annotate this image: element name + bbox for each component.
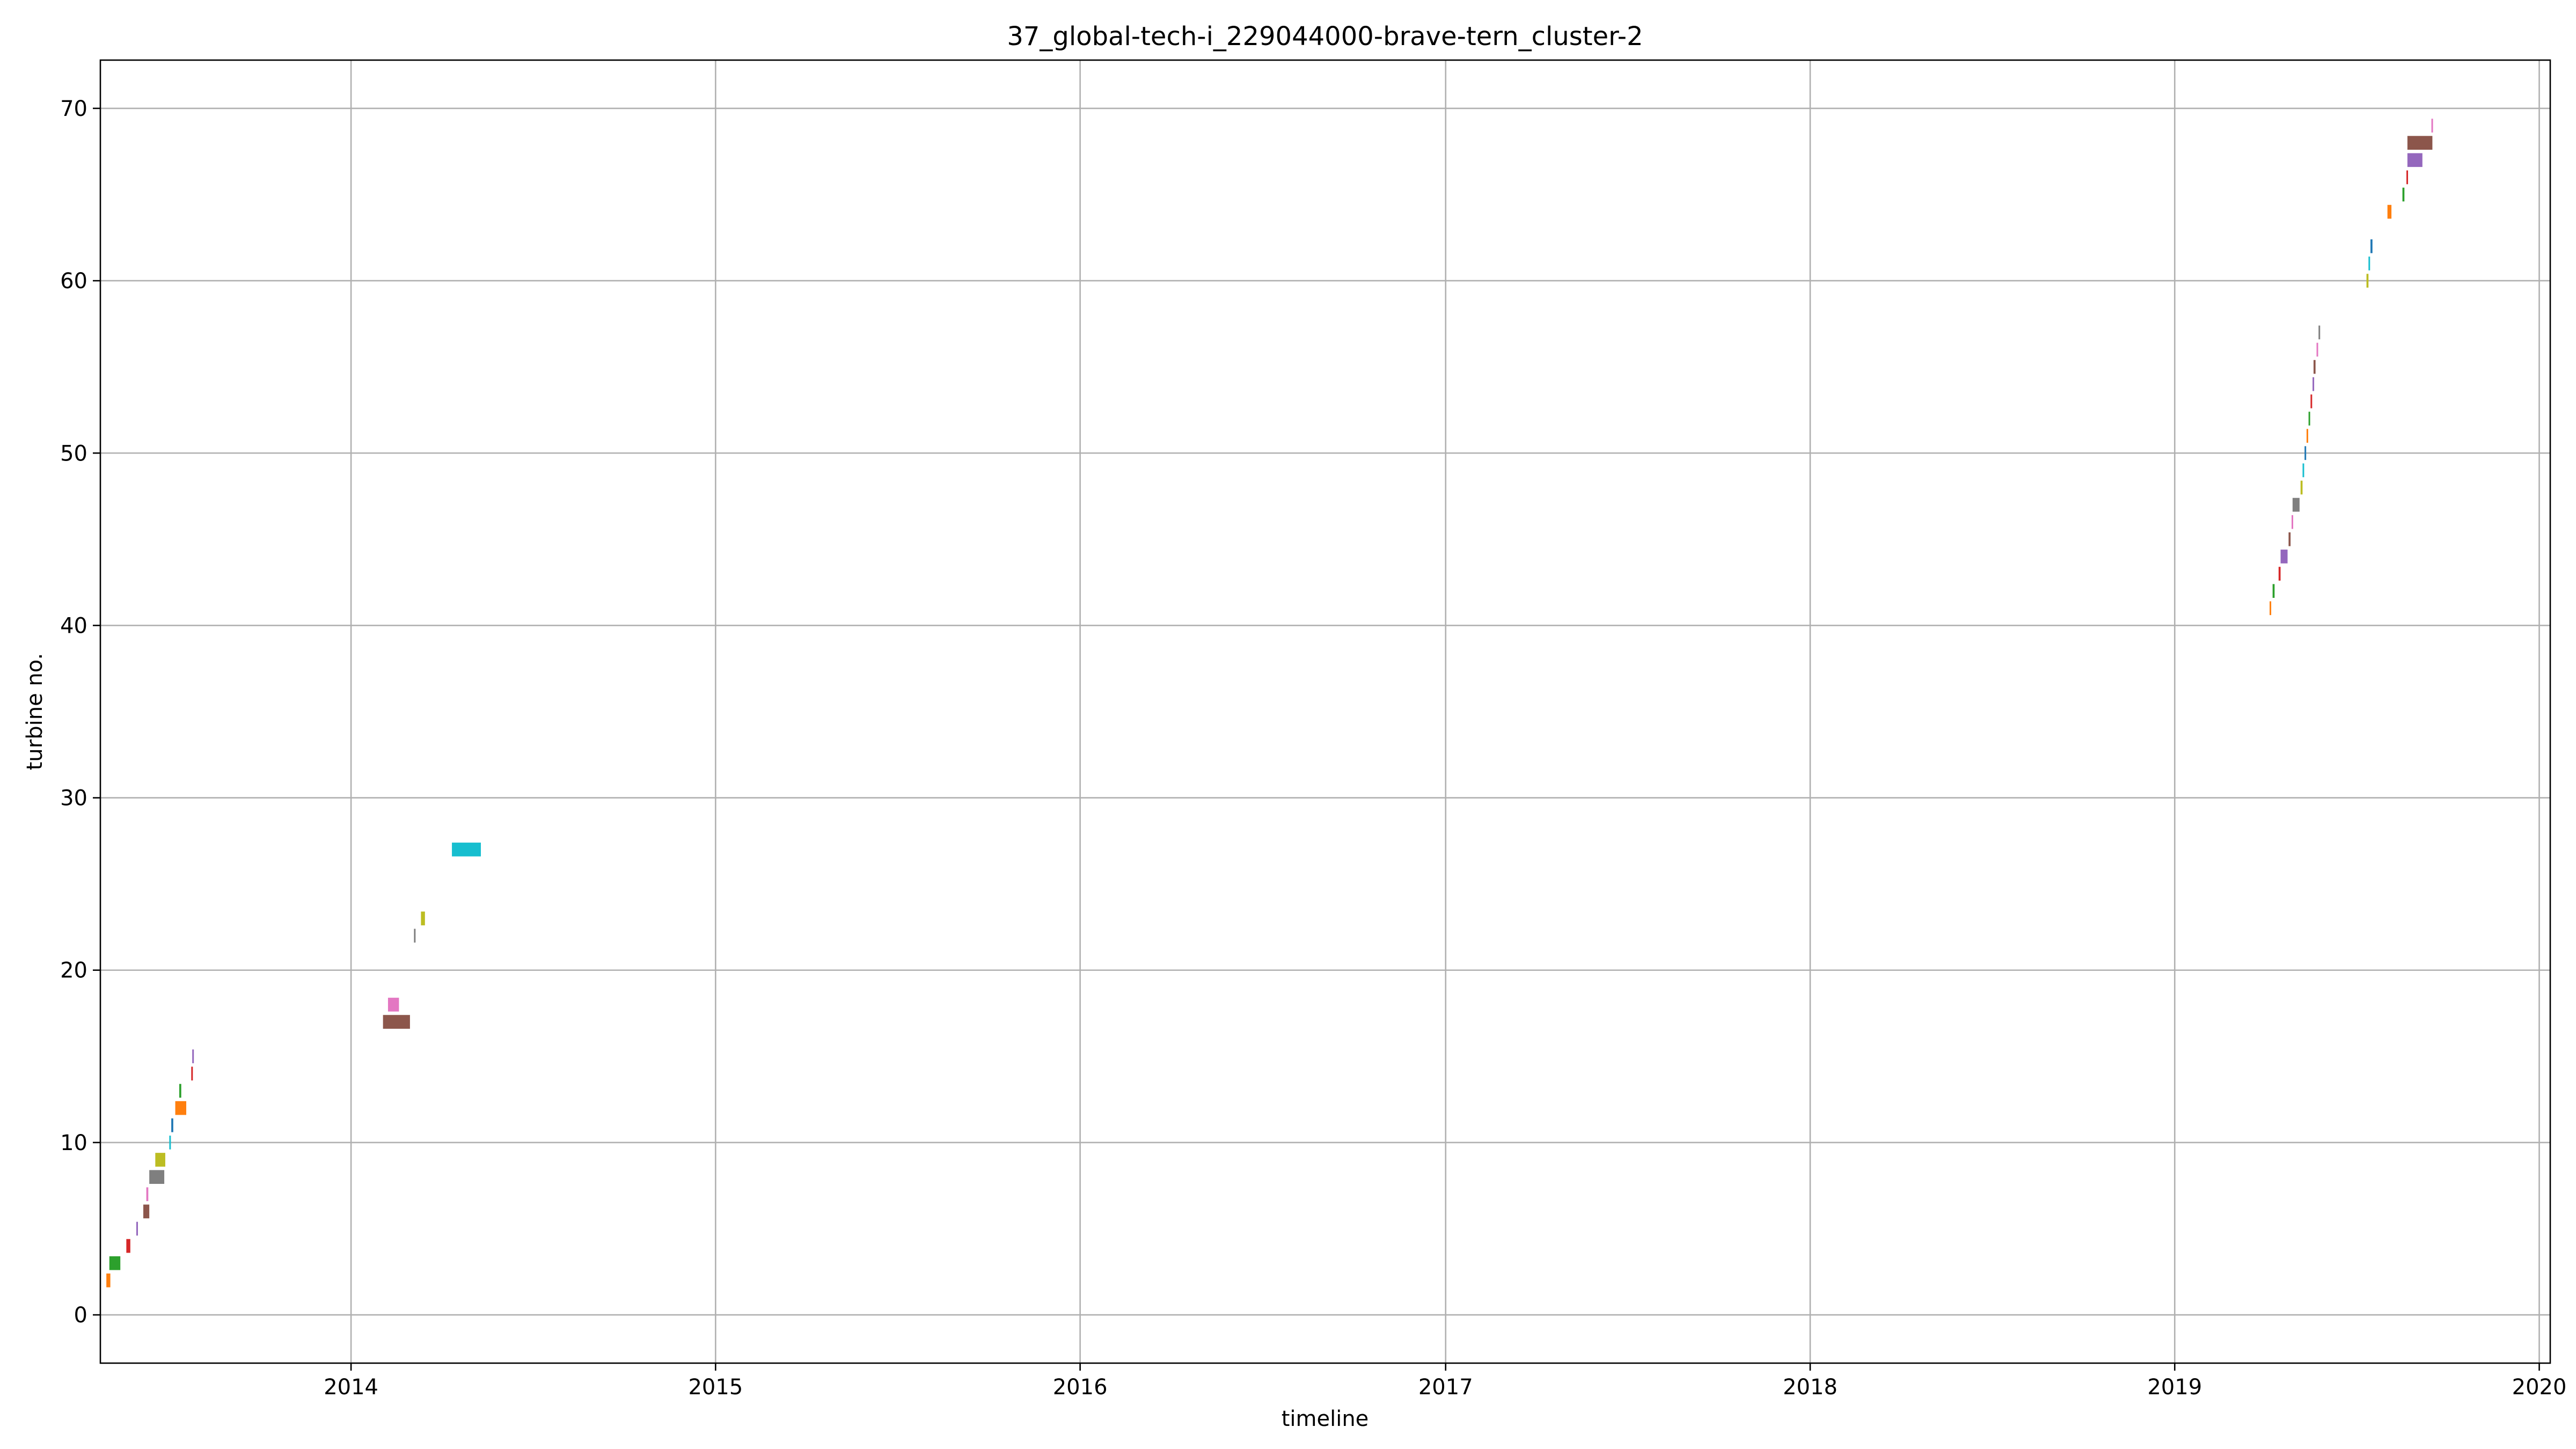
task-bar-turbine-69 [2431,119,2433,133]
x-tick-label: 2016 [1053,1375,1108,1400]
y-tick-label: 30 [60,786,87,811]
task-bar-turbine-42 [2272,584,2275,598]
task-bar-turbine-47 [2292,497,2300,512]
task-bars [106,119,2433,1287]
task-bar-turbine-12 [175,1101,187,1115]
task-bar-turbine-8 [149,1170,165,1184]
task-bar-turbine-41 [2270,601,2272,616]
task-bar-turbine-49 [2302,463,2304,478]
task-bar-turbine-68 [2407,136,2433,150]
y-tick-label: 0 [74,1303,87,1328]
x-tick-label: 2019 [2147,1375,2202,1400]
task-bar-turbine-23 [421,911,425,926]
task-bar-turbine-45 [2288,532,2291,546]
y-tick-label: 40 [60,613,87,638]
task-bar-turbine-64 [2387,204,2392,219]
task-bar-turbine-10 [169,1136,171,1150]
task-bar-turbine-50 [2304,446,2307,460]
task-bar-turbine-53 [2310,394,2312,408]
task-bar-turbine-22 [414,928,416,943]
y-tick-label: 70 [60,97,87,121]
plot-frame [99,59,2551,1364]
task-bar-turbine-66 [2406,170,2409,185]
task-bar-turbine-9 [155,1153,165,1167]
task-bar-turbine-18 [387,998,399,1012]
task-bar-turbine-65 [2402,187,2405,202]
task-bar-turbine-14 [191,1066,193,1081]
task-bar-turbine-5 [136,1221,138,1236]
y-tick-label: 10 [60,1131,87,1155]
y-tick-label: 20 [60,958,87,983]
task-bar-turbine-52 [2308,412,2310,426]
task-bar-turbine-6 [143,1204,150,1219]
task-bar-turbine-55 [2313,360,2316,374]
y-tick-label: 60 [60,269,87,294]
y-tick-label: 50 [60,441,87,466]
task-bar-turbine-46 [2292,515,2294,529]
task-bar-turbine-11 [171,1118,173,1132]
task-bar-turbine-61 [2368,257,2370,270]
task-bar-turbine-3 [109,1256,121,1270]
x-tick-label: 2014 [324,1375,378,1400]
task-bar-turbine-60 [2366,274,2369,288]
x-tick-label: 2015 [688,1375,743,1400]
task-bar-turbine-2 [106,1273,111,1287]
x-tick-label: 2018 [1783,1375,1838,1400]
task-bar-turbine-57 [2318,325,2321,340]
task-bar-turbine-7 [146,1187,149,1202]
task-bar-turbine-48 [2300,480,2303,495]
task-bar-turbine-15 [192,1049,194,1064]
task-bar-turbine-67 [2407,153,2423,167]
y-axis-title: turbine no. [23,653,47,771]
task-bar-turbine-43 [2278,567,2281,581]
x-tick-label: 2017 [1418,1375,1473,1400]
chart-title: 37_global-tech-i_229044000-brave-tern_cl… [1007,21,1643,52]
task-bar-turbine-51 [2306,429,2308,443]
task-bar-turbine-62 [2370,239,2373,253]
task-bar-turbine-56 [2316,342,2318,357]
task-bar-turbine-27 [452,843,481,857]
task-bar-turbine-4 [126,1239,130,1253]
x-tick-label: 2020 [2512,1375,2567,1400]
axis-ticks: 2014 2015 2016 2017 2018 2019 2020 0 10 20 30 40 50 6… [60,97,2566,1400]
grid-lines [100,60,2550,1363]
task-bar-turbine-17 [383,1015,410,1029]
task-bar-turbine-13 [179,1084,181,1098]
task-bar-turbine-44 [2280,550,2288,564]
task-bar-turbine-54 [2312,377,2315,391]
x-axis-title: timeline [1282,1407,1369,1431]
